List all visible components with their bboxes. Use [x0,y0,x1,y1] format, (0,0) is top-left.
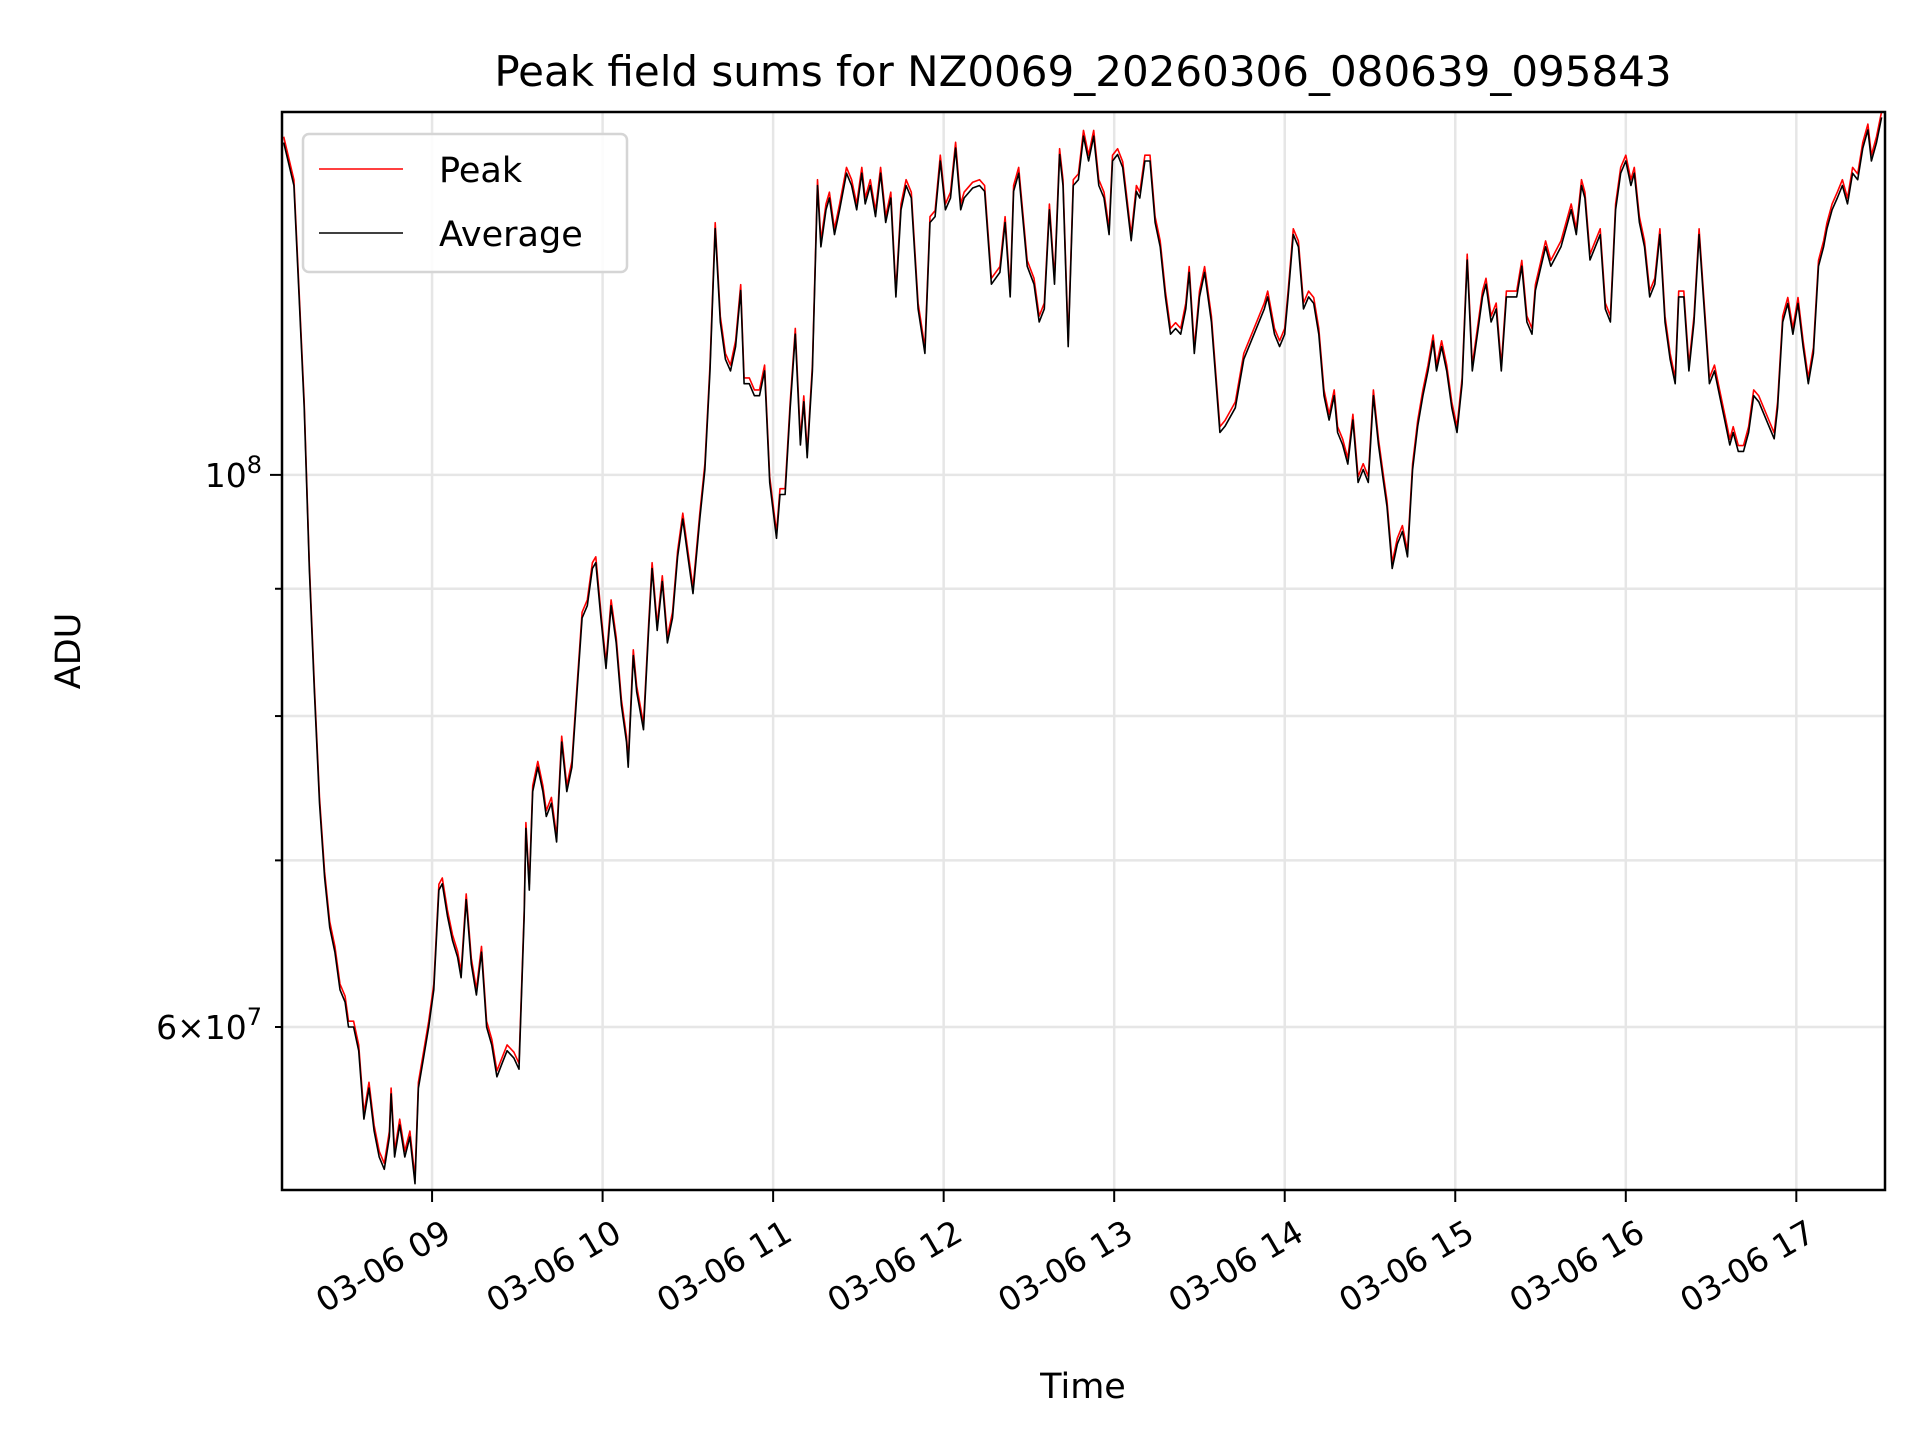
axes-frame [280,110,1887,1192]
grid-lines [282,112,1885,1190]
x-tick-label: 03-06 16 [1503,1212,1651,1320]
legend-average-label: Average [439,215,583,255]
x-tick-label: 03-06 10 [480,1212,628,1320]
x-tick-label: 03-06 14 [1162,1212,1310,1320]
y-tick-label: 108 [205,451,262,495]
x-tick-label: 03-06 13 [991,1212,1139,1320]
series-line-average [282,117,1883,1185]
x-tick-label: 03-06 15 [1332,1212,1480,1320]
x-tick-label: 03-06 11 [650,1212,798,1320]
x-tick-label: 03-06 17 [1673,1212,1821,1320]
y-tick-label: 6×107 [156,1003,262,1047]
legend: Peak Average [301,132,629,274]
plot-series [282,112,1883,1185]
chart-title: Peak field sums for NZ0069_20260306_0806… [494,47,1671,96]
y-axis-label: ADU [49,613,89,690]
x-tick-label: 03-06 12 [821,1212,969,1320]
x-tick-label: 03-06 09 [309,1212,457,1320]
x-axis-ticks: 03-06 09 03-06 10 03-06 11 03-06 12 03-06 13… [309,1190,1821,1320]
y-axis-ticks: 108 6×107 [156,451,282,1047]
x-axis-label: Time [1039,1367,1126,1407]
legend-peak-label: Peak [439,151,523,191]
